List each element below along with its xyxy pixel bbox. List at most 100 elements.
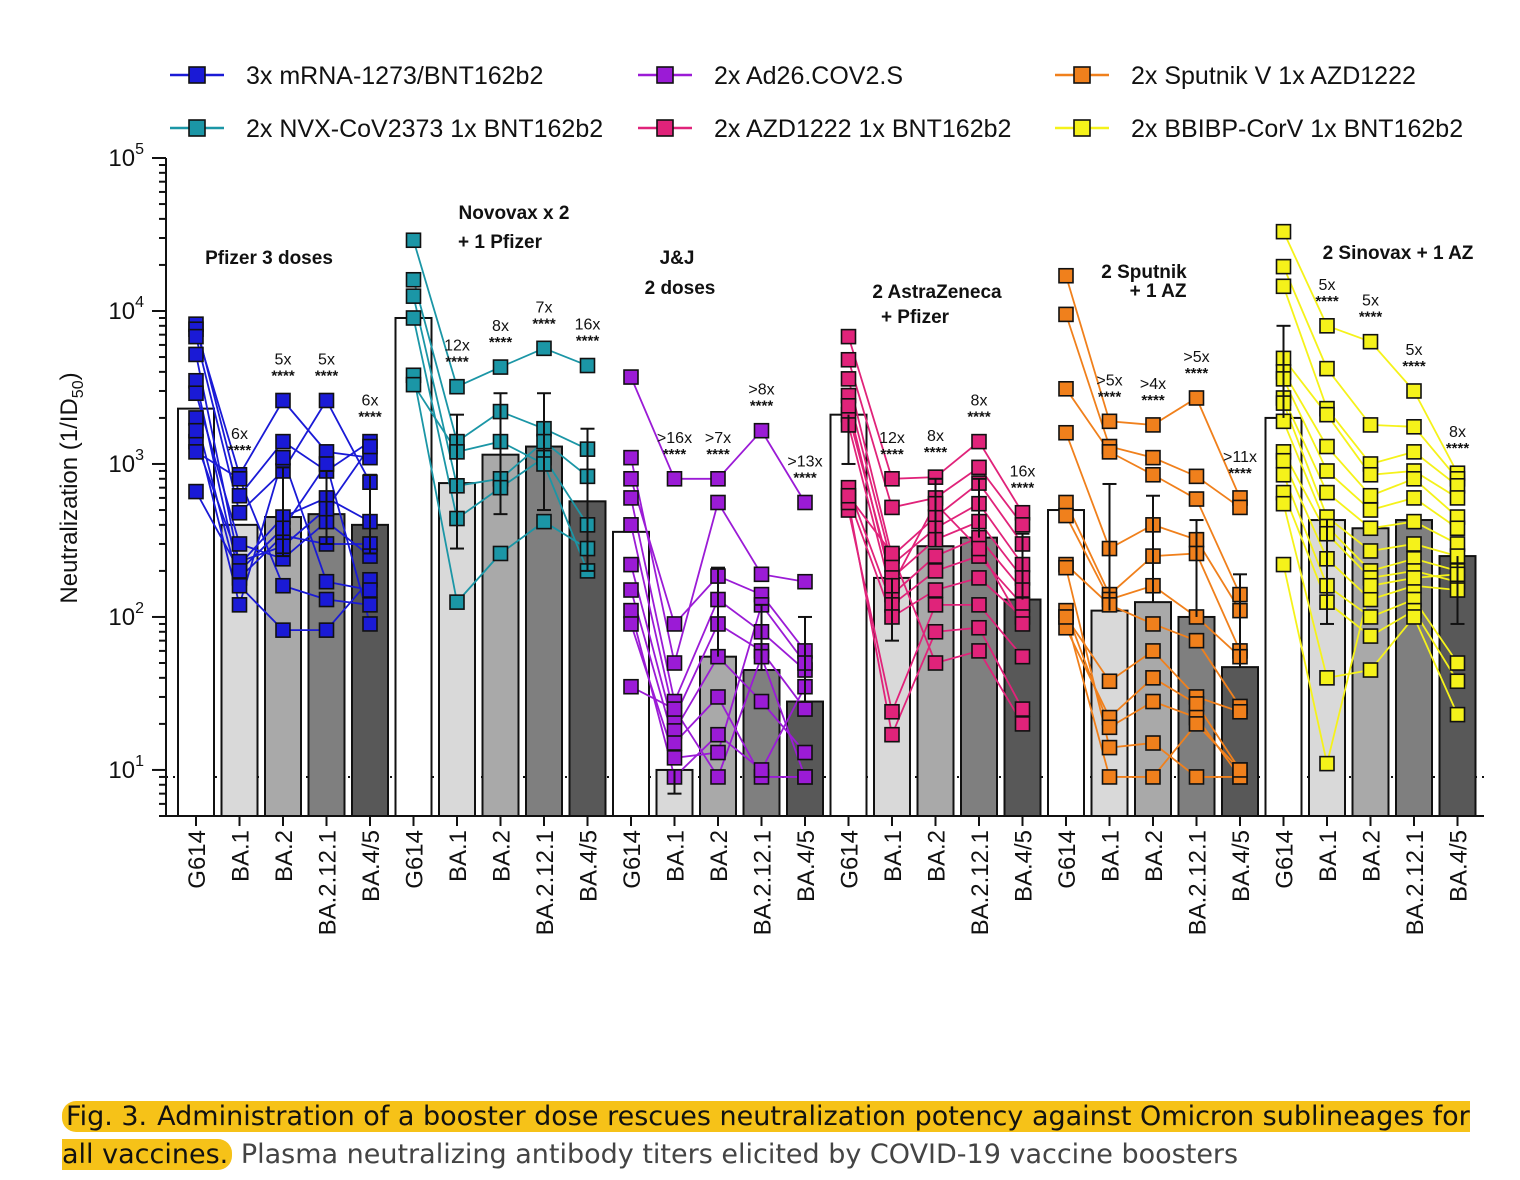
data-point [1449,673,1466,690]
data-point [884,545,900,562]
data-point [275,577,291,594]
data-point [753,422,770,439]
data-point [579,357,596,374]
data-point [1058,559,1074,576]
y-tick-exponent: 3 [135,447,144,464]
group-annotation: + 1 AZ [1130,281,1187,302]
x-tick-label: BA.2 [706,830,733,882]
data-point [1101,739,1118,756]
fold-change-label: 16x [575,317,601,334]
data-point [1362,591,1379,608]
data-point [362,616,378,632]
data-point [1319,755,1335,772]
data-point [1362,333,1379,350]
fold-change-label: >8x [748,382,774,399]
data-point [1362,502,1379,518]
x-tick-label: BA.4/5 [1446,830,1473,902]
legend-marker [1073,66,1091,84]
data-point [318,591,335,608]
data-point [1319,360,1335,377]
data-point [231,536,248,552]
data-point [1101,673,1118,690]
data-point [797,573,813,590]
significance-stars: **** [1011,480,1035,497]
fold-change-label: 5x [318,351,335,368]
x-tick-label: BA.2.12.1 [532,830,559,935]
data-point [1188,696,1205,712]
significance-stars: **** [1185,365,1209,382]
error-bars-layer [276,324,1465,795]
data-point [971,540,987,557]
bar [307,513,346,818]
legend-marker [188,66,206,84]
data-point [1058,381,1074,397]
data-point [1275,452,1292,469]
data-point [797,744,813,761]
significance-stars: **** [1359,309,1383,326]
data-point [1319,318,1335,334]
x-tick-label: BA.2 [1359,830,1386,882]
data-point [971,619,987,636]
fold-change-label: >5x [1096,372,1122,389]
caption-highlight-text: Administration of a booster dose rescues… [62,1101,1470,1170]
data-point [1014,716,1031,732]
significance-stars: **** [228,442,252,459]
neutralization-chart: 3x mRNA-1273/BNT162b2 2x Ad26.COV2.S 2x Sp… [56,62,1484,935]
points-layer [188,223,1466,785]
significance-stars: **** [1141,392,1165,409]
y-axis-label-tail: ) [56,372,83,380]
data-point [1319,484,1335,501]
data-point [188,385,204,402]
data-point [1362,609,1379,625]
y-tick-exponent: 4 [135,294,144,311]
significance-stars: **** [532,315,556,332]
data-point [1188,716,1205,732]
data-point [188,422,204,439]
legend-label: 2x AZD1222 1x BNT162b2 [714,115,1011,143]
data-point [1275,278,1292,295]
fold-change-label: >7x [705,430,731,447]
significance-stars: **** [706,446,730,463]
fold-change-label: 5x [1362,293,1379,310]
data-point [1188,390,1205,406]
data-point [1406,444,1422,460]
fold-change-label: 5x [275,351,292,368]
fold-change-label: 8x [927,428,944,445]
data-point [666,750,683,766]
data-point [1275,258,1292,275]
data-point [1145,643,1161,659]
data-point [275,449,291,466]
data-point [1275,556,1292,573]
fold-change-label: 8x [1449,424,1466,441]
data-point [623,470,639,487]
x-tick-label: BA.1 [228,830,255,882]
data-point [405,288,422,304]
y-axis-label: Neutralization (1/ID50) [56,372,87,603]
data-point [1406,418,1422,435]
data-point [231,597,248,613]
data-point [623,582,639,598]
x-tick-label: G614 [837,830,864,889]
data-point [1406,513,1422,530]
data-point [1275,466,1292,483]
data-point [188,410,204,426]
figure-caption: Fig. 3. Administration of a booster dose … [62,1098,1486,1174]
data-point [1362,520,1379,537]
data-point [1058,267,1074,284]
y-axis-label-sub: 50 [70,380,87,398]
x-tick-label: BA.2 [271,830,298,882]
data-point [231,577,248,594]
data-point [710,470,726,487]
data-point [840,398,857,414]
data-point [927,548,944,564]
data-point [1101,719,1118,736]
x-tick-label: BA.2.12.1 [315,830,342,935]
data-point [405,232,422,249]
x-tick-label: BA.1 [1098,830,1125,882]
caption-rest: Plasma neutralizing antibody titers elic… [240,1139,1239,1170]
data-point [797,494,813,511]
data-point [971,433,987,450]
x-tick-label: G614 [402,830,429,889]
data-point [231,470,248,487]
data-point [1145,616,1161,632]
